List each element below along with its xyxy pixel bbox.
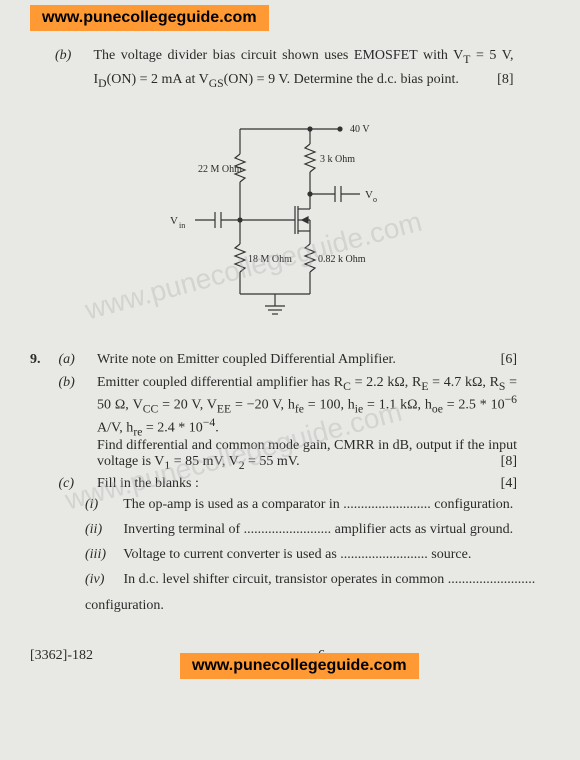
blank-item-1: (i) The op-amp is used as a comparator i…	[85, 492, 550, 517]
question-text: The voltage divider bias circuit shown u…	[94, 45, 514, 94]
item-label: (ii)	[85, 517, 120, 542]
item-text: In d.c. level shifter circuit, transisto…	[85, 572, 535, 612]
blank-item-2: (ii) Inverting terminal of .............…	[85, 517, 550, 542]
part-label: (b)	[55, 45, 90, 67]
svg-text:3 k Ohm: 3 k Ohm	[320, 154, 355, 165]
question-text: Fill in the blanks : [4]	[97, 476, 517, 492]
question-number: 9.	[30, 349, 55, 371]
part-label: (c)	[59, 476, 94, 492]
item-text: The op-amp is used as a comparator in ..…	[123, 497, 513, 512]
marks: [8]	[501, 454, 517, 470]
circuit-diagram: 40 V 22 M Ohm 3 k Ohm V o	[30, 114, 550, 324]
marks: [4]	[501, 476, 517, 492]
blank-item-3: (iii) Voltage to current converter is us…	[85, 542, 550, 567]
question-9c: (c) Fill in the blanks : [4]	[30, 476, 550, 492]
question-9: 9. (a) Write note on Emitter coupled Dif…	[30, 349, 550, 371]
item-label: (i)	[85, 492, 120, 517]
svg-text:in: in	[179, 221, 185, 230]
question-text: Emitter coupled differential amplifier h…	[97, 375, 517, 472]
svg-text:18 M Ohm: 18 M Ohm	[248, 254, 292, 265]
marks: [8]	[497, 69, 513, 91]
part-label: (a)	[59, 349, 94, 371]
svg-text:o: o	[373, 195, 377, 204]
part-label: (b)	[59, 375, 94, 391]
item-label: (iv)	[85, 567, 120, 592]
svg-text:0.82 k Ohm: 0.82 k Ohm	[318, 254, 366, 265]
marks: [6]	[501, 349, 517, 371]
bottom-banner: www.punecollegeguide.com	[180, 653, 419, 679]
svg-text:V: V	[170, 215, 178, 227]
svg-text:22 M Ohm: 22 M Ohm	[198, 164, 242, 175]
item-text: Inverting terminal of ..................…	[124, 522, 514, 537]
question-8b: (b) The voltage divider bias circuit sho…	[30, 45, 550, 94]
item-label: (iii)	[85, 542, 120, 567]
question-text: Write note on Emitter coupled Differenti…	[97, 349, 517, 371]
svg-text:40 V: 40 V	[350, 124, 370, 135]
svg-text:V: V	[365, 189, 373, 201]
top-banner: www.punecollegeguide.com	[30, 5, 269, 31]
blank-item-4: (iv) In d.c. level shifter circuit, tran…	[85, 567, 550, 617]
question-9b: (b) Emitter coupled differential amplifi…	[30, 375, 550, 472]
paper-ref: [3362]-182	[30, 648, 93, 664]
item-text: Voltage to current converter is used as …	[123, 547, 471, 562]
